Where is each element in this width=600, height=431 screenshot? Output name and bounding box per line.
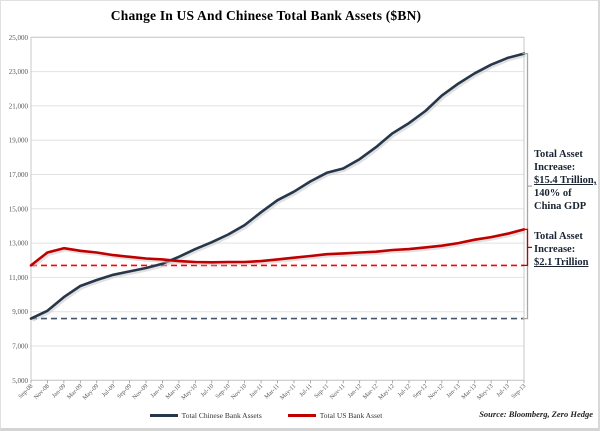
y-axis-tick-label: 23,000 xyxy=(9,68,29,76)
series-line xyxy=(29,228,526,267)
x-axis-tick-label: Mar-11 xyxy=(263,383,281,401)
x-axis-tick-label: Nov-11 xyxy=(328,383,346,401)
annotation-line: Total Asset xyxy=(534,149,583,160)
y-axis-tick-label: 7,000 xyxy=(12,343,28,351)
annotation-line: $2.1 Trillion xyxy=(534,257,589,268)
annotation-line: Increase: xyxy=(534,162,576,173)
x-axis-tick-label: Nov-09 xyxy=(131,383,149,401)
x-axis-tick-label: Sep-12 xyxy=(411,383,428,400)
x-axis-tick-label: May-10 xyxy=(180,383,199,402)
annotation-line: Increase: xyxy=(534,244,576,255)
legend-item-china: Total Chinese Bank Assets xyxy=(149,411,262,420)
y-axis-tick-label: 21,000 xyxy=(9,102,29,110)
x-axis-tick-label: Nov-10 xyxy=(230,383,248,401)
annotation-line: 140% of xyxy=(534,188,572,199)
legend: Total Chinese Bank Assets Total US Bank … xyxy=(1,411,531,420)
annotation-china-increase: Total Asset Increase: $15.4 Trillion, 140% … xyxy=(534,148,598,213)
x-axis-tick-label: Sep-10 xyxy=(214,383,231,400)
legend-line-swatch-china xyxy=(149,414,178,417)
x-axis-tick-label: May-11 xyxy=(279,383,298,402)
x-axis-tick-label: Nov-12 xyxy=(427,383,445,401)
y-axis-tick-label: 15,000 xyxy=(9,205,29,213)
y-axis-tick-label: 5,000 xyxy=(12,377,28,385)
x-axis-tick-label: Jul-13 xyxy=(495,383,511,399)
y-axis-tick-label: 13,000 xyxy=(9,240,29,248)
legend-label-china: Total Chinese Bank Assets xyxy=(181,411,262,420)
x-axis-tick-label: Jul-11 xyxy=(298,383,314,399)
x-axis-tick-label: Mar-13 xyxy=(460,383,478,401)
y-axis-tick-label: 11,000 xyxy=(9,274,28,282)
x-axis-tick-label: Jul-10 xyxy=(199,383,215,399)
x-axis-tick-label: Jul-12 xyxy=(396,383,412,399)
x-axis-tick-label: Mar-09 xyxy=(66,383,84,401)
annotation-line: $15.4 Trillion, xyxy=(534,175,597,186)
source-credit: Source: Bloomberg, Zero Hedge xyxy=(479,409,593,419)
annotation-line: China GDP xyxy=(534,201,587,212)
x-axis-tick-label: May-12 xyxy=(377,383,396,402)
legend-item-us: Total US Bank Asset xyxy=(287,411,383,420)
series-shadow xyxy=(31,230,526,269)
y-axis-tick-label: 17,000 xyxy=(9,171,29,179)
x-axis-tick-label: May-13 xyxy=(476,383,495,402)
x-axis-tick-label: Sep-13 xyxy=(510,383,527,400)
legend-label-us: Total US Bank Asset xyxy=(319,411,383,420)
series-shadow xyxy=(32,54,526,322)
x-axis-tick-label: Jan-11 xyxy=(248,383,264,399)
increase-bracket xyxy=(522,228,532,267)
x-axis-tick-label: Jan-12 xyxy=(346,383,363,400)
x-axis-tick-label: Jul-09 xyxy=(101,383,117,399)
x-axis-tick-label: Sep-09 xyxy=(116,383,133,400)
x-axis-tick-label: Sep-08 xyxy=(17,383,34,400)
x-axis-tick-label: Jan-09 xyxy=(51,383,68,400)
x-axis-tick-label: Jan-13 xyxy=(445,383,462,400)
annotation-us-increase: Total Asset Increase: $2.1 Trillion xyxy=(534,230,598,269)
x-axis-tick-label: Nov-08 xyxy=(33,383,51,401)
x-axis-tick-label: Mar-10 xyxy=(164,383,182,401)
x-axis-tick-label: Sep-11 xyxy=(313,383,330,400)
x-axis-tick-label: Mar-12 xyxy=(362,383,380,401)
y-axis-tick-label: 19,000 xyxy=(9,137,29,145)
annotation-line: Total Asset xyxy=(534,231,583,242)
y-axis-tick-label: 25,000 xyxy=(9,34,29,42)
x-axis-tick-label: Jan-10 xyxy=(149,383,166,400)
x-axis-tick-label: May-09 xyxy=(81,383,100,402)
chart-title: Change In US And Chinese Total Bank Asse… xyxy=(110,8,422,23)
y-axis-tick-label: 9,000 xyxy=(12,308,28,316)
legend-line-swatch-us xyxy=(287,414,316,417)
series-line xyxy=(29,52,526,320)
